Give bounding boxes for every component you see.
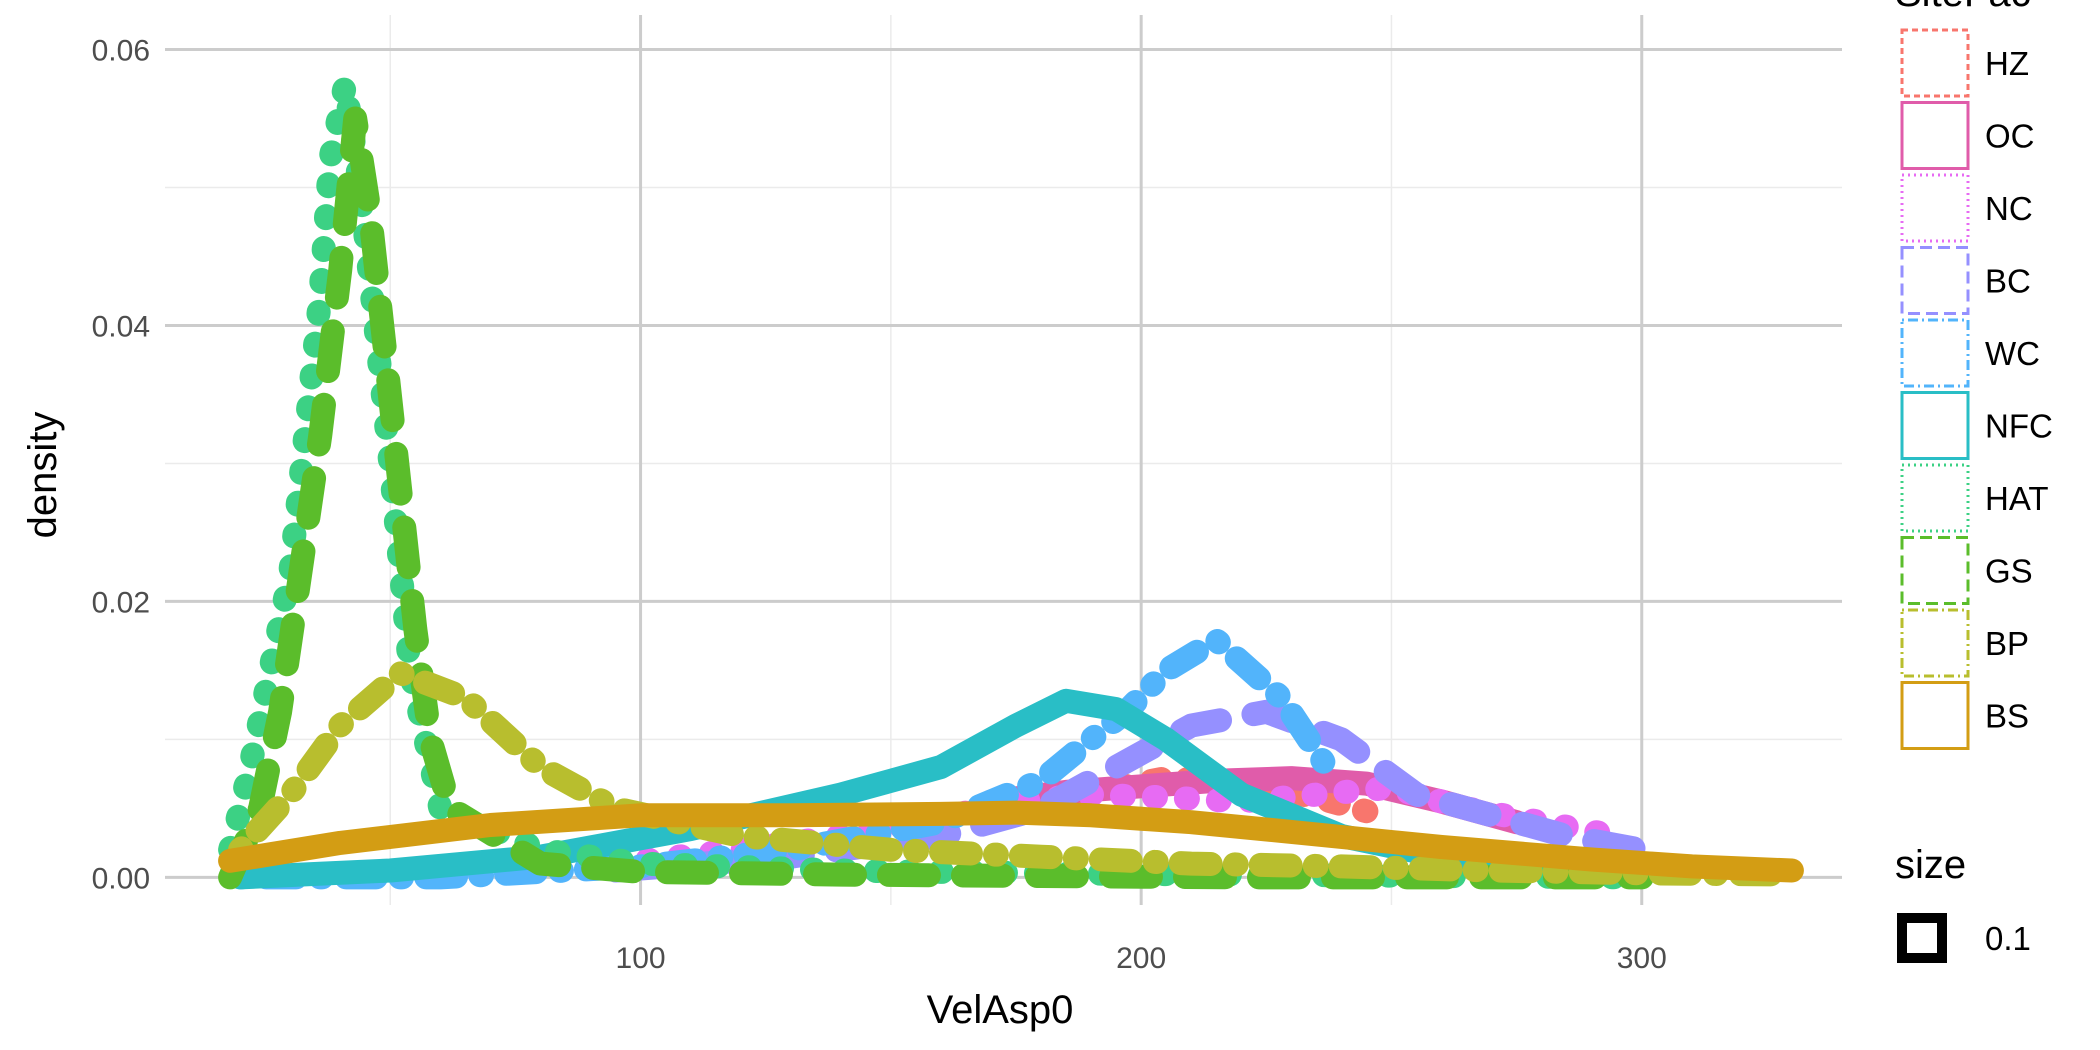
x-axis-title: VelAsp0 [927, 988, 1074, 1032]
legend-label: HAT [1985, 480, 2049, 517]
size-legend-label: 0.1 [1985, 920, 2031, 957]
legend-key-wc [1900, 318, 1970, 388]
legend-label: HZ [1985, 45, 2029, 82]
legend-label: OC [1985, 118, 2035, 155]
legend-label: WC [1985, 335, 2040, 372]
legend-key-hz [1900, 28, 1970, 98]
size-legend-title: size [1895, 843, 1966, 887]
series-line-gs [218, 106, 1654, 890]
size-legend-key [1897, 913, 1947, 963]
y-tick-label: 0.02 [92, 586, 150, 619]
legend-label: BC [1985, 263, 2031, 300]
x-tick-label: 300 [1617, 942, 1667, 975]
legend-label: BP [1985, 625, 2029, 662]
legend-key-oc [1900, 101, 1970, 170]
x-tick-label: 200 [1116, 942, 1166, 975]
legend-key-bs [1900, 681, 1970, 750]
legend-key-nfc [1900, 391, 1970, 460]
y-axis-title: density [21, 412, 65, 539]
legend-title: SiteFac [1895, 0, 2031, 15]
y-tick-label: 0.04 [92, 310, 150, 343]
legend-key-nc [1900, 173, 1970, 243]
legend-key-gs [1900, 536, 1970, 605]
legend-key-bp [1900, 608, 1970, 678]
legend-key-bc [1900, 246, 1970, 315]
legend-label: BS [1985, 698, 2029, 735]
legend-label: GS [1985, 553, 2033, 590]
axes: VelAsp0 density 0.00 0.02 0.04 0.06 100 200 30… [21, 34, 1667, 1032]
series-line-bs [218, 800, 1804, 883]
legend-label: NFC [1985, 408, 2053, 445]
legend-label: NC [1985, 190, 2033, 227]
y-tick-label: 0.06 [92, 34, 150, 67]
grid [165, 15, 1842, 905]
legend-key-hat [1900, 463, 1970, 533]
legend: SiteFac size 0.1 HZ OC NC BC WC NFC HAT GS BP BS [1895, 0, 2053, 963]
y-tick-label: 0.00 [92, 862, 150, 895]
series-lines [218, 72, 1804, 890]
series-line-bp [228, 661, 1804, 887]
x-tick-label: 100 [616, 942, 666, 975]
